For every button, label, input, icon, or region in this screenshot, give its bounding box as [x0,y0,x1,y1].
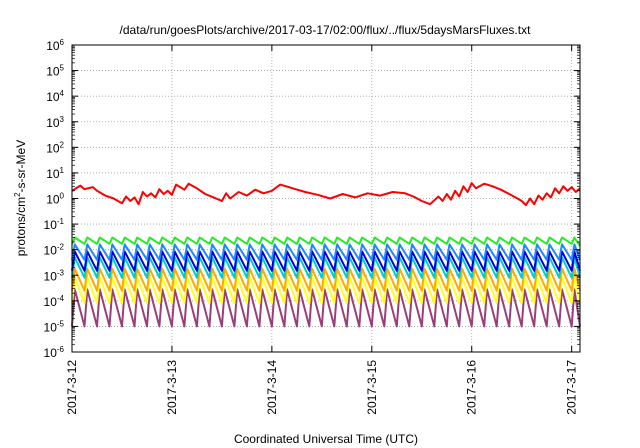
y-tick-label-base: 10 [44,295,58,309]
x-tick-label: 2017-3-17 [565,360,579,415]
y-tick-label-exp: -4 [57,294,65,303]
series-line-6 [71,267,581,292]
chart-title: /data/run/goesPlots/archive/2017-03-17/0… [120,23,532,37]
y-tick-label-exp: -2 [57,243,65,252]
x-tick-label: 2017-3-15 [365,360,379,415]
y-tick-label: 102 [46,140,64,155]
y-tick-label-base: 10 [46,90,60,104]
y-tick-label: 105 [46,64,64,79]
series-line-2 [71,236,581,247]
x-tick-label: 2017-3-13 [165,360,179,415]
series-line-1 [71,182,581,207]
y-tick-label-base: 10 [44,244,58,258]
y-tick-label: 106 [46,38,64,53]
y-tick-label: 10-4 [44,294,65,309]
y-tick-label-exp: 1 [60,166,65,175]
y-tick-label: 101 [46,166,64,181]
y-tick-label: 10-1 [44,217,65,232]
y-tick-label-base: 10 [46,141,60,155]
y-tick-label-exp: 6 [60,38,65,47]
y-axis-ticks: 10-610-510-410-310-210-11001011021031041… [44,38,580,360]
series-line-7 [71,276,581,305]
y-tick-label-base: 10 [46,65,60,79]
y-tick-label-exp: 5 [60,64,65,73]
x-tick-label: 2017-3-12 [65,360,79,415]
y-tick-label: 10-5 [44,319,65,334]
y-tick-label-base: 10 [44,269,58,283]
y-tick-label: 10-3 [44,268,65,283]
y-tick-label-exp: -1 [57,217,65,226]
series-lines [71,182,581,328]
y-axis-label-rest: -s-sr-MeV [14,140,28,193]
y-axis-label-sup: 2 [13,192,22,197]
x-axis-ticks: 2017-3-12 2017-3-13 2017-3-14 2017-3-15 2017… [65,45,579,415]
y-tick-label: 100 [46,192,64,207]
y-tick-label-base: 10 [44,346,58,360]
y-tick-label-exp: 4 [60,89,65,98]
y-tick-label-base: 10 [46,116,60,130]
y-tick-label-base: 10 [46,193,60,207]
y-tick-label: 10-6 [44,345,65,360]
x-tick-label: 2017-3-16 [465,360,479,415]
y-axis-label-base: protons/cm [14,197,28,256]
x-axis-label: Coordinated Universal Time (UTC) [234,432,418,446]
series-line-3 [71,243,581,261]
y-tick-label-exp: -3 [57,268,65,277]
y-tick-label-exp: 3 [60,115,65,124]
y-tick-label: 10-2 [44,243,65,258]
y-tick-label: 103 [46,115,64,130]
y-tick-label-base: 10 [46,39,60,53]
y-tick-label-base: 10 [46,167,60,181]
y-tick-label: 104 [46,89,64,104]
series-line-4 [71,250,581,272]
y-tick-label-base: 10 [44,320,58,334]
y-tick-label-exp: 2 [60,140,65,149]
series-line-8 [71,288,581,328]
x-tick-label: 2017-3-14 [265,360,279,415]
y-axis-label: protons/cm2-s-sr-MeV [13,140,28,256]
y-tick-label-exp: -5 [57,319,65,328]
y-tick-label-base: 10 [44,218,58,232]
y-tick-label-exp: 0 [60,192,65,201]
y-tick-label-exp: -6 [57,345,65,354]
